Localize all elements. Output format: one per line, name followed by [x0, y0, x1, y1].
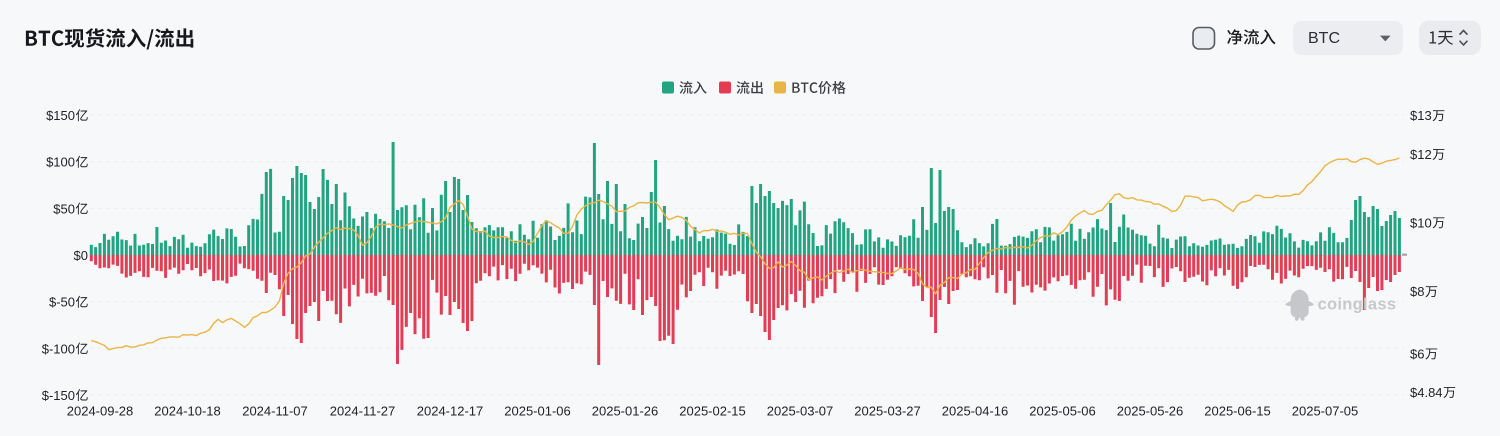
svg-text:$0: $0 [74, 248, 88, 263]
svg-text:BTC: BTC [1308, 30, 1340, 47]
svg-text:2025-07-05: 2025-07-05 [1292, 404, 1359, 419]
svg-text:2025-02-15: 2025-02-15 [679, 404, 746, 419]
svg-text:$-50: $-50 [49, 295, 75, 310]
svg-text:$8: $8 [1410, 284, 1424, 299]
svg-text:2025-03-07: 2025-03-07 [767, 404, 834, 419]
svg-text:$-150: $-150 [42, 388, 75, 403]
svg-text:2025-01-06: 2025-01-06 [504, 404, 571, 419]
svg-text:$12: $12 [1410, 147, 1432, 162]
svg-text:$100: $100 [46, 155, 75, 170]
svg-text:2025-06-15: 2025-06-15 [1204, 404, 1271, 419]
svg-text:$10: $10 [1410, 215, 1432, 230]
svg-text:coinglass: coinglass [1318, 296, 1397, 314]
svg-text:2025-01-26: 2025-01-26 [592, 404, 659, 419]
svg-text:2024-09-28: 2024-09-28 [67, 404, 134, 419]
svg-text:2025-03-27: 2025-03-27 [854, 404, 921, 419]
svg-text:$150: $150 [46, 108, 75, 123]
svg-text:2025-05-26: 2025-05-26 [1117, 404, 1184, 419]
svg-text:2025-05-06: 2025-05-06 [1029, 404, 1096, 419]
svg-text:2024-12-17: 2024-12-17 [417, 404, 484, 419]
svg-text:2025-04-16: 2025-04-16 [942, 404, 1009, 419]
svg-text:$50: $50 [53, 201, 75, 216]
svg-text:$13: $13 [1410, 108, 1432, 123]
svg-text:2024-11-27: 2024-11-27 [330, 404, 396, 419]
svg-text:2024-10-18: 2024-10-18 [154, 404, 221, 419]
svg-text:$4.84: $4.84 [1410, 385, 1443, 400]
svg-text:$-100: $-100 [42, 341, 75, 356]
svg-text:$6: $6 [1410, 346, 1424, 361]
svg-text:2024-11-07: 2024-11-07 [242, 404, 308, 419]
